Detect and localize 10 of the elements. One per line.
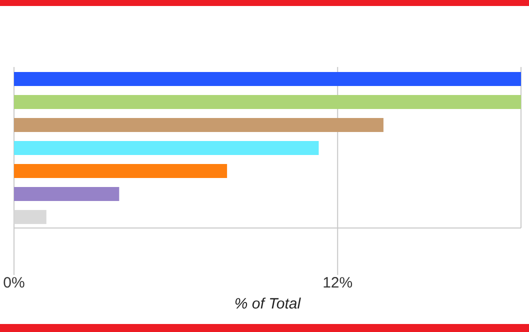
bar bbox=[14, 72, 521, 86]
x-axis-title: % of Total bbox=[234, 296, 302, 313]
bar bbox=[14, 118, 384, 132]
bar bbox=[14, 141, 319, 155]
bar bbox=[14, 187, 120, 201]
bar bbox=[14, 210, 46, 224]
x-tick-label: 12% bbox=[322, 274, 353, 292]
x-tick-label: 0% bbox=[3, 274, 25, 292]
bar bbox=[14, 164, 228, 178]
bar bbox=[14, 95, 521, 109]
